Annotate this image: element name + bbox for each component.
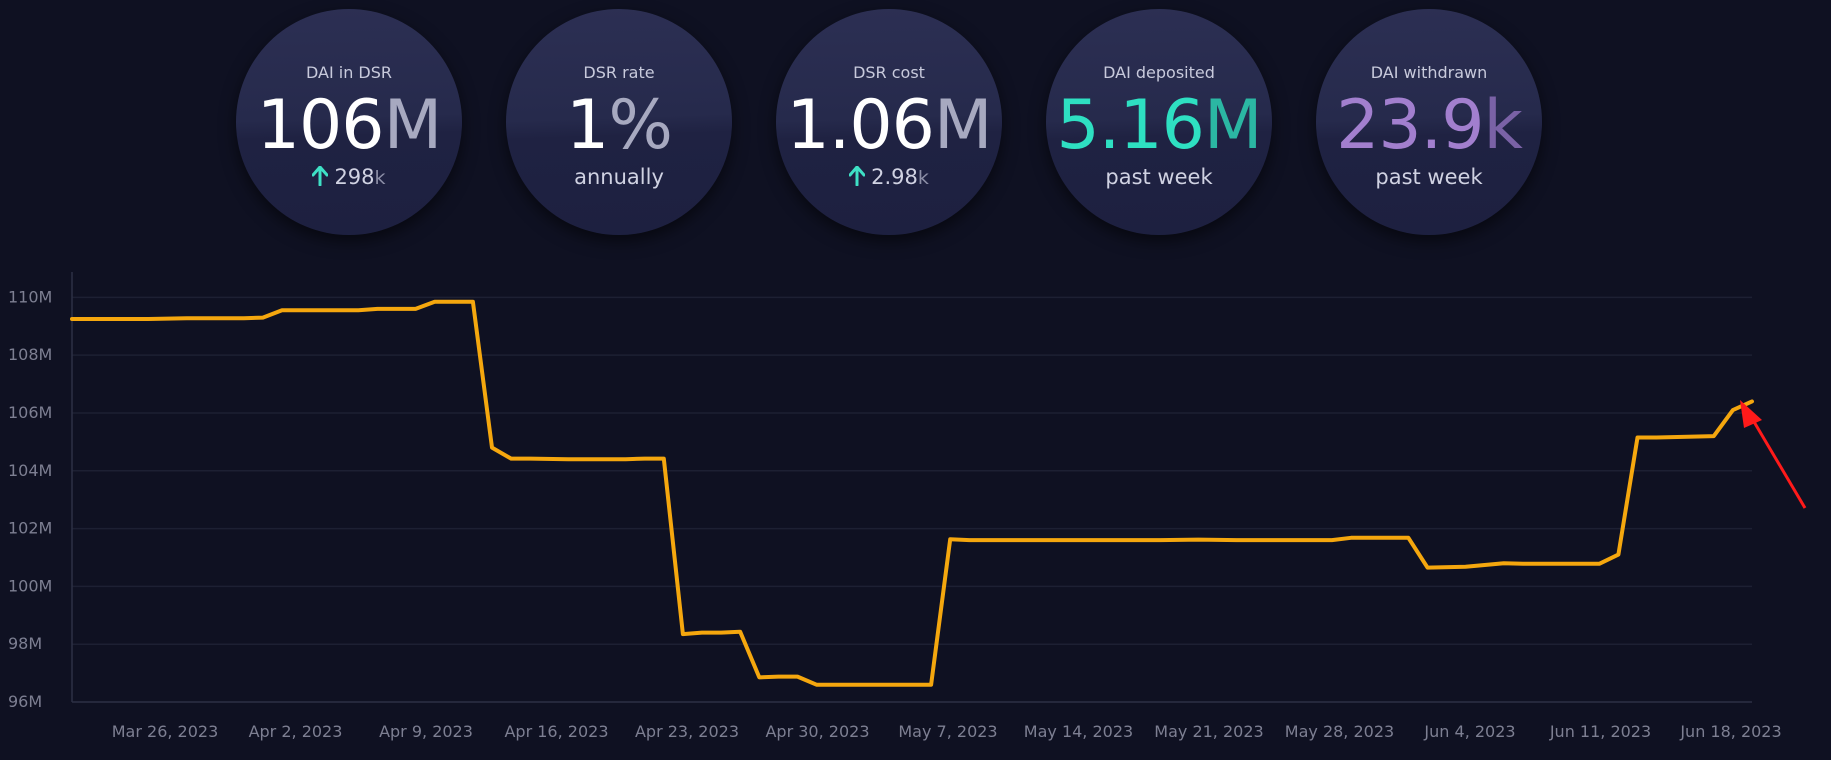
stat-value: 106M bbox=[216, 87, 482, 165]
series-line bbox=[70, 299, 1754, 687]
x-tick-label: Jun 4, 2023 bbox=[1423, 722, 1515, 741]
change-unit: k bbox=[374, 167, 386, 189]
stat-note: past week bbox=[1105, 165, 1213, 189]
y-tick-label: 104M bbox=[8, 461, 52, 480]
dai-in-dsr-line-chart: 96M 98M 100M 102M 104M 106M 108M 110M Mar 26, 2… bbox=[8, 272, 1807, 741]
y-tick-label: 108M bbox=[8, 345, 52, 364]
change-value: 2.98 bbox=[871, 165, 918, 189]
x-tick-label: May 7, 2023 bbox=[898, 722, 997, 741]
stat-number: 5.16 bbox=[1056, 86, 1204, 165]
x-tick-label: Jun 18, 2023 bbox=[1679, 722, 1781, 741]
stat-unit: k bbox=[1483, 86, 1523, 165]
stat-note: annually bbox=[574, 165, 664, 189]
y-tick-label: 96M bbox=[8, 692, 42, 711]
chart-series bbox=[70, 299, 1754, 687]
change-unit: k bbox=[917, 167, 929, 189]
stat-label: DAI withdrawn bbox=[1370, 63, 1488, 82]
y-tick-label: 102M bbox=[8, 519, 52, 538]
x-axis: Mar 26, 2023 Apr 2, 2023 Apr 9, 2023 Apr 16… bbox=[72, 701, 1782, 741]
stat-change: 298k bbox=[236, 165, 462, 189]
dai-withdrawn-stat: DAI withdrawn 23.9k past week bbox=[1316, 9, 1542, 235]
stat-label: DAI in DSR bbox=[305, 63, 393, 82]
stat-value: 5.16M bbox=[1026, 87, 1292, 165]
dsr-cost-stat: DSR cost 1.06M 2.98k bbox=[776, 9, 1002, 235]
stat-value: 1.06M bbox=[756, 87, 1022, 165]
dai-in-dsr-stat: DAI in DSR 106M 298k bbox=[236, 9, 462, 235]
stat-value: 23.9k bbox=[1296, 87, 1562, 165]
stat-change: 2.98k bbox=[776, 165, 1002, 189]
y-tick-label: 100M bbox=[8, 576, 52, 595]
arrow-up-icon bbox=[312, 166, 329, 186]
change-value: 298 bbox=[334, 165, 375, 189]
x-tick-label: Apr 16, 2023 bbox=[504, 722, 608, 741]
stats-row: DAI in DSR 106M 298k DSR rate 1% annuall… bbox=[0, 0, 1831, 240]
stat-unit: M bbox=[1203, 86, 1263, 165]
y-tick-label: 106M bbox=[8, 403, 52, 422]
y-tick-label: 110M bbox=[8, 287, 52, 306]
stat-number: 1.06 bbox=[786, 86, 934, 165]
x-tick-label: May 28, 2023 bbox=[1285, 722, 1394, 741]
x-tick-label: Mar 26, 2023 bbox=[112, 722, 219, 741]
x-tick-label: Apr 23, 2023 bbox=[635, 722, 739, 741]
stat-number: 1 bbox=[566, 86, 609, 165]
annotation-arrow-icon bbox=[1740, 400, 1807, 509]
stat-note: past week bbox=[1375, 165, 1483, 189]
stat-label: DAI deposited bbox=[1103, 63, 1215, 82]
y-axis: 96M 98M 100M 102M 104M 106M 108M 110M bbox=[8, 272, 73, 711]
chart-grid bbox=[72, 296, 1752, 645]
x-tick-label: Apr 30, 2023 bbox=[765, 722, 869, 741]
stat-label: DSR rate bbox=[583, 63, 655, 82]
stat-unit: % bbox=[608, 86, 673, 165]
stat-value: 1% bbox=[486, 87, 752, 165]
x-tick-label: Apr 9, 2023 bbox=[379, 722, 473, 741]
dsr-rate-stat: DSR rate 1% annually bbox=[506, 9, 732, 235]
stat-label: DSR cost bbox=[853, 63, 925, 82]
stat-number: 23.9 bbox=[1336, 86, 1484, 165]
y-tick-label: 98M bbox=[8, 634, 42, 653]
dai-deposited-stat: DAI deposited 5.16M past week bbox=[1046, 9, 1272, 235]
stat-unit: M bbox=[383, 86, 443, 165]
x-tick-label: Apr 2, 2023 bbox=[249, 722, 343, 741]
stat-unit: M bbox=[933, 86, 993, 165]
x-tick-label: Jun 11, 2023 bbox=[1549, 722, 1651, 741]
stat-number: 106 bbox=[256, 86, 385, 165]
arrow-up-icon bbox=[849, 166, 866, 186]
x-tick-label: May 21, 2023 bbox=[1154, 722, 1263, 741]
x-tick-label: May 14, 2023 bbox=[1024, 722, 1133, 741]
